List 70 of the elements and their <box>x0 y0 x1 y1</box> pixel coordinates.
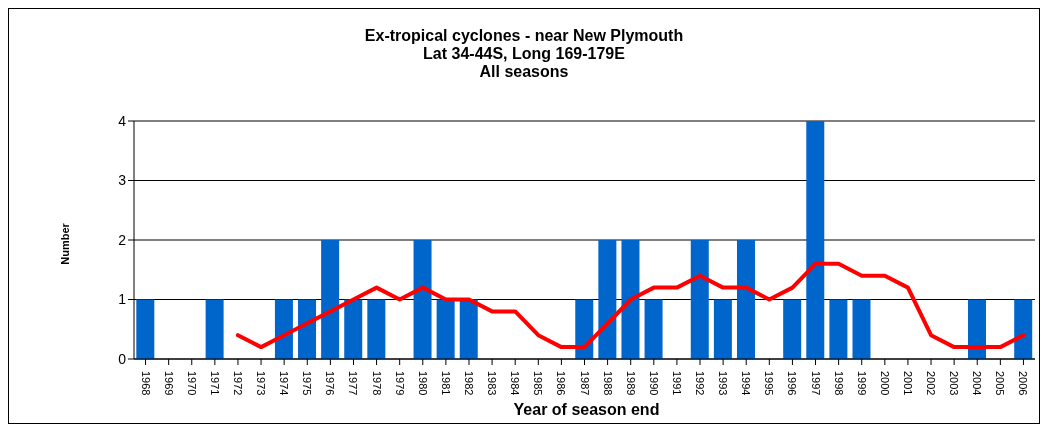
x-tick-label: 1999 <box>855 371 868 396</box>
x-tick-label: 1982 <box>462 371 475 396</box>
x-tick-label: 1984 <box>509 371 522 396</box>
y-tick-label: 3 <box>118 172 127 189</box>
x-tick-label: 1980 <box>416 371 429 396</box>
bar <box>968 299 986 359</box>
bar <box>621 240 640 359</box>
bar <box>829 299 848 359</box>
bar <box>459 299 478 359</box>
x-tick-label: 1993 <box>717 371 730 396</box>
bar <box>598 240 617 359</box>
x-tick-label: 2006 <box>1017 371 1030 396</box>
x-tick-label: 1988 <box>601 371 614 396</box>
bar <box>852 299 871 359</box>
x-axis-title: Year of season end <box>512 401 661 419</box>
y-tick-label: 2 <box>118 231 127 248</box>
x-tick-label: 1990 <box>647 371 660 396</box>
x-tick-label: 2002 <box>925 371 938 396</box>
x-tick-label: 1975 <box>301 371 314 396</box>
x-tick-label: 1969 <box>162 371 175 396</box>
x-tick-label: 1991 <box>670 371 683 396</box>
line-series <box>235 261 1026 350</box>
x-tick-label: 1985 <box>532 371 545 396</box>
x-tick-label: 1973 <box>255 371 268 396</box>
bar <box>274 299 293 359</box>
bar <box>806 121 825 359</box>
bar <box>690 240 709 359</box>
x-tick-label: 1983 <box>486 371 499 396</box>
x-tick-label: 1998 <box>832 371 845 396</box>
x-tick-label: 1971 <box>208 371 221 396</box>
x-tick-label: 1986 <box>555 371 568 396</box>
x-tick-label: 1972 <box>231 371 244 396</box>
bar <box>413 240 432 359</box>
x-tick-label: 1997 <box>809 371 822 396</box>
bar <box>136 299 155 359</box>
x-tick-label: 1970 <box>185 371 198 396</box>
x-tick-label: 1987 <box>578 371 591 396</box>
x-tick-label: 1968 <box>139 371 152 396</box>
x-tick-label: 2005 <box>994 371 1007 396</box>
x-tick-label: 1995 <box>763 371 776 396</box>
bar <box>713 299 732 359</box>
bar <box>736 240 755 359</box>
x-tick-label: 1989 <box>624 371 637 396</box>
x-tick-label: 2000 <box>878 371 891 396</box>
x-tick-label: 1974 <box>278 371 291 396</box>
bar <box>344 299 363 359</box>
bar <box>436 299 455 359</box>
bar <box>783 299 802 359</box>
bar <box>321 240 340 359</box>
x-tick-label: 2004 <box>971 371 984 396</box>
x-tick-label: 2001 <box>901 371 914 396</box>
bar <box>644 299 663 359</box>
bar <box>367 299 386 359</box>
x-tick-label: 1996 <box>786 371 799 396</box>
x-tick-label: 1978 <box>370 371 383 396</box>
bar <box>205 299 224 359</box>
bar <box>298 299 317 359</box>
bar <box>1014 299 1033 359</box>
x-tick-label: 2003 <box>948 371 961 396</box>
x-tick-label: 1994 <box>740 371 753 396</box>
y-tick-label: 0 <box>118 350 127 367</box>
x-tick-label: 1979 <box>393 371 406 396</box>
x-tick-label: 1981 <box>439 371 452 396</box>
x-tick-label: 1976 <box>324 371 337 396</box>
y-tick-label: 4 <box>118 112 127 129</box>
chart-title: Ex-tropical cyclones - near New Plymouth Lat 34-44S, Long 169-179E All seasons <box>363 27 685 81</box>
x-tick-label: 1992 <box>694 371 707 396</box>
y-axis-title: Number <box>59 223 71 265</box>
y-tick-label: 1 <box>118 291 127 308</box>
x-tick-label: 1977 <box>347 371 360 396</box>
